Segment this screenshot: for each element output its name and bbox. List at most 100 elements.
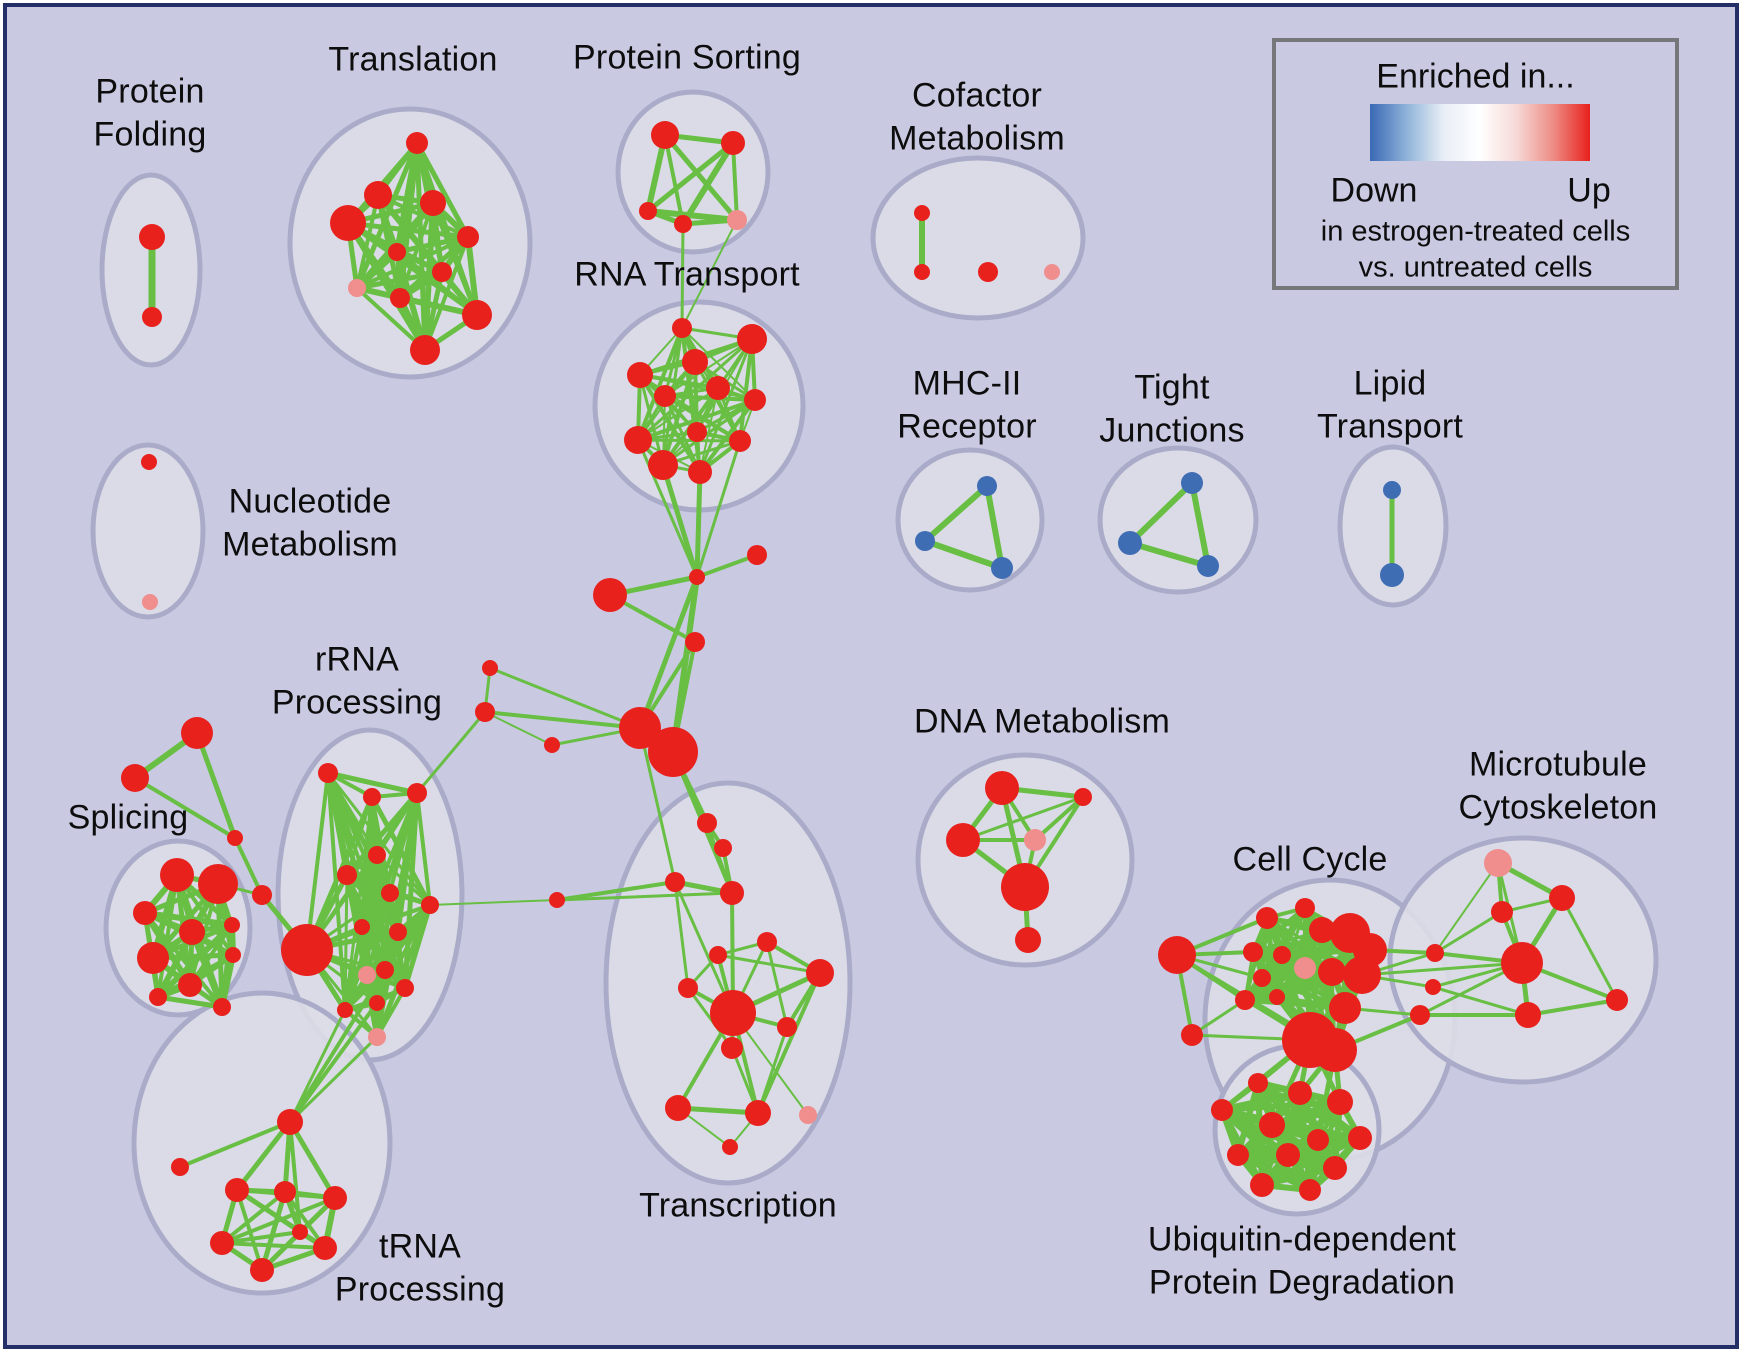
network-edge (716, 953, 822, 975)
transcription-node (720, 881, 744, 905)
ubiquitin-degradation-node (1248, 1073, 1268, 1093)
network-edge (673, 880, 735, 1015)
network-edge (345, 220, 471, 240)
cell-cycle-node (1256, 907, 1278, 929)
microtubule-cytoskeleton-node (1606, 989, 1628, 1011)
network-edge (639, 374, 756, 401)
cell-cycle-node (1318, 958, 1346, 986)
splicing-node (252, 885, 272, 905)
nucleotide-metabolism-ellipse (90, 442, 206, 620)
legend-up-label: Up (1567, 171, 1611, 210)
ubiquitin-degradation-node (1327, 1089, 1353, 1115)
network-edge (155, 994, 225, 1010)
dna-metabolism-node (1024, 829, 1046, 851)
legend-title: Enriched in... (1376, 57, 1575, 96)
trna-processing-node (292, 1224, 308, 1240)
cell-cycle-node (1269, 989, 1285, 1005)
splicing-node (198, 864, 238, 904)
connectors-node (482, 660, 498, 676)
microtubule-cytoskeleton-node (1549, 885, 1575, 911)
network-edge (1433, 910, 1504, 955)
network-edge (354, 269, 445, 291)
connectors-node (475, 702, 495, 722)
network-edge (694, 469, 703, 580)
network-edge (1560, 896, 1619, 1002)
network-edge (235, 1188, 302, 1234)
cell-cycle-node (1343, 956, 1381, 994)
network-edge (664, 338, 753, 397)
connectors-node (689, 569, 705, 585)
network-edge (1189, 480, 1211, 569)
connectors-node (1158, 936, 1196, 974)
network-edge (325, 770, 420, 796)
network-edge (675, 1105, 761, 1116)
cell-cycle-node (1295, 898, 1315, 918)
tight-junctions-node (1181, 472, 1203, 494)
network-edge (681, 327, 756, 401)
rrna-processing-node (368, 1028, 386, 1046)
rrna-processing-node (421, 896, 439, 914)
network-edge (961, 795, 1085, 842)
rna-transport-node (648, 450, 678, 480)
ubiquitin-degradation-node (1307, 1129, 1329, 1151)
transcription-node (799, 1106, 817, 1124)
network-edge (394, 234, 471, 255)
network-edge (288, 1035, 379, 1124)
mhc-ii-receptor-node (991, 557, 1013, 579)
translation-node (348, 279, 366, 297)
rna-transport-node (687, 422, 707, 442)
cell-cycle-node (1329, 992, 1361, 1024)
cofactor-metabolism-node (978, 262, 998, 282)
splicing-node (121, 764, 149, 792)
connectors-node (1181, 1024, 1203, 1046)
cell-cycle-node (1253, 969, 1271, 987)
network-edge (663, 133, 685, 226)
microtubule-cytoskeleton-node (1515, 1002, 1541, 1028)
transcription-node (710, 990, 756, 1036)
splicing-node (137, 942, 169, 974)
rna-transport-node (706, 376, 730, 400)
ubiquitin-degradation-node (1348, 1126, 1372, 1150)
network-edge (555, 880, 677, 902)
network-edge (156, 873, 179, 999)
network-nodes-layer (121, 121, 1628, 1282)
transcription-node (745, 1100, 771, 1126)
rrna-processing-node (337, 865, 357, 885)
cofactor-metabolism-node (914, 205, 930, 221)
cell-cycle-node (1273, 946, 1291, 964)
rrna-processing-node (281, 924, 333, 976)
network-edge (637, 387, 719, 441)
connectors-node (619, 707, 661, 749)
network-edge (681, 219, 738, 329)
rna-transport-node (672, 318, 692, 338)
network-edge (288, 1008, 347, 1124)
trna-processing-node (225, 1178, 249, 1202)
network-edge (1127, 480, 1195, 546)
network-edge (695, 439, 742, 579)
rna-transport-node (654, 385, 676, 407)
network-edge (143, 911, 224, 1009)
connectors-node (747, 545, 767, 565)
tight-junctions-node (1197, 555, 1219, 577)
network-edge (360, 903, 432, 929)
trna-processing-node (250, 1258, 274, 1282)
network-edge (194, 730, 238, 841)
network-edge (343, 873, 349, 1012)
protein-sorting-node (651, 121, 679, 149)
microtubule-cytoskeleton-node (1501, 942, 1543, 984)
network-edge (233, 836, 264, 897)
network-edge (133, 776, 237, 840)
protein-sorting-node (674, 215, 692, 233)
network-edge (220, 1230, 302, 1245)
cofactor-metabolism-node (914, 264, 930, 280)
trna-processing-node (323, 1186, 347, 1210)
splicing-node (133, 901, 157, 925)
network-edge (636, 438, 699, 579)
network-edge (220, 1196, 337, 1245)
transcription-node (697, 813, 717, 833)
ubiquitin-degradation-node (1288, 1081, 1312, 1105)
network-edge (344, 790, 420, 878)
connectors-node (1410, 1005, 1430, 1025)
rna-transport-node (688, 460, 712, 484)
connectors-node (593, 578, 627, 612)
